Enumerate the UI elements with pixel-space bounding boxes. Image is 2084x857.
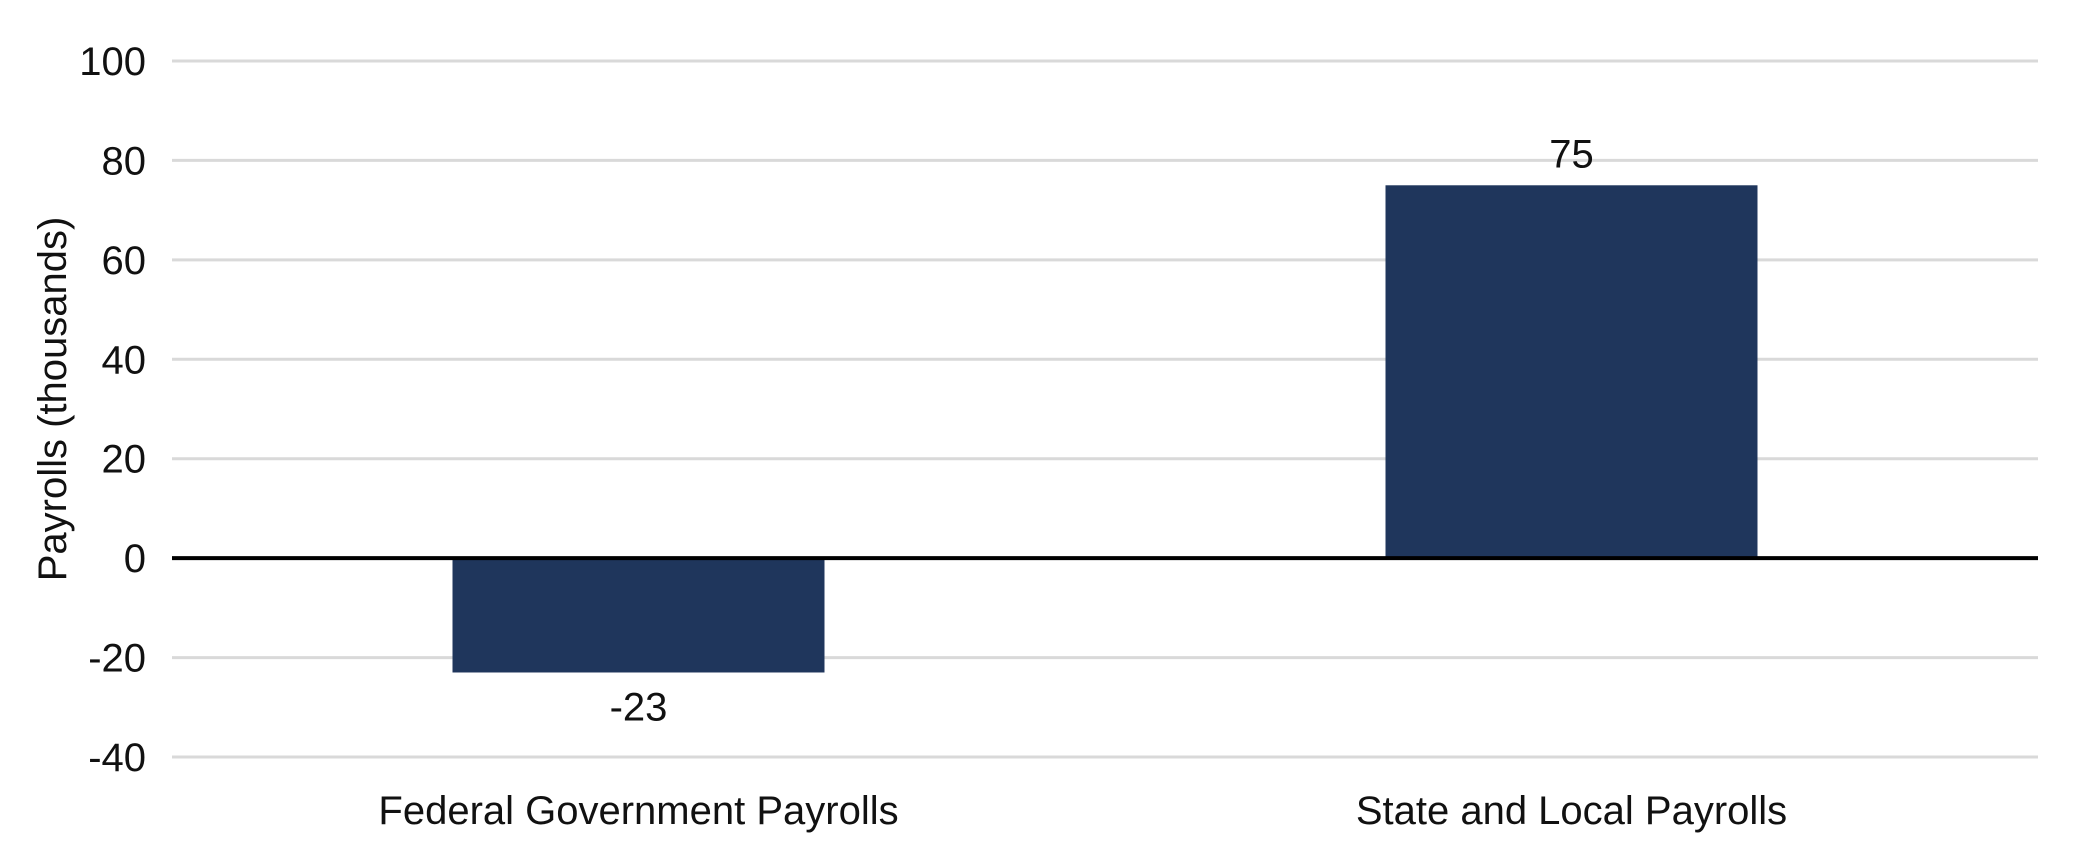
y-axis-title: Payrolls (thousands) bbox=[31, 217, 75, 582]
bars bbox=[452, 185, 1758, 673]
y-tick-label: 80 bbox=[102, 139, 147, 183]
gridlines bbox=[172, 59, 2038, 759]
y-tick-label: 0 bbox=[124, 537, 146, 581]
y-tick-label: 60 bbox=[102, 239, 147, 283]
y-axis-tick-labels: 100 80 60 40 20 0 -20 -40 bbox=[79, 40, 146, 780]
category-label: State and Local Payrolls bbox=[1356, 789, 1787, 833]
y-tick-label: 100 bbox=[79, 40, 146, 84]
data-label: 75 bbox=[1549, 132, 1594, 176]
y-tick-label: -20 bbox=[88, 637, 146, 681]
category-label: Federal Government Payrolls bbox=[378, 789, 898, 833]
bar bbox=[452, 558, 825, 673]
data-labels: -23 75 bbox=[610, 132, 1594, 729]
data-label: -23 bbox=[610, 685, 668, 729]
bar bbox=[1385, 185, 1758, 559]
category-labels: Federal Government Payrolls State and Loc… bbox=[378, 789, 1787, 833]
y-tick-label: 20 bbox=[102, 438, 147, 482]
y-tick-label: -40 bbox=[88, 736, 146, 780]
y-tick-label: 40 bbox=[102, 338, 147, 382]
